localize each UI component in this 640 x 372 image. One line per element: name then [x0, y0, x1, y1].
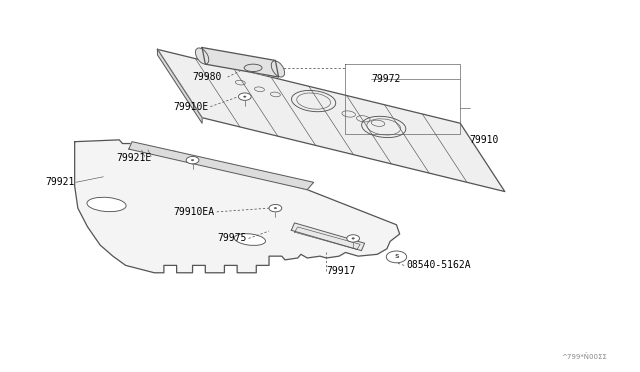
Text: 79921E: 79921E — [116, 153, 151, 163]
Text: 79910EA: 79910EA — [173, 207, 215, 217]
Text: 79910: 79910 — [470, 135, 499, 145]
Text: 79980: 79980 — [192, 72, 221, 82]
Circle shape — [347, 235, 360, 242]
Circle shape — [274, 208, 276, 209]
Text: 08540-5162A: 08540-5162A — [406, 260, 470, 270]
Text: 79917: 79917 — [326, 266, 356, 276]
Text: 79975: 79975 — [218, 233, 246, 243]
Polygon shape — [202, 48, 278, 77]
Text: ^799*Ñ00ΣΣ: ^799*Ñ00ΣΣ — [561, 353, 607, 359]
Ellipse shape — [271, 61, 285, 77]
Circle shape — [244, 96, 246, 97]
Ellipse shape — [234, 234, 266, 246]
Polygon shape — [157, 49, 505, 192]
Text: S: S — [394, 254, 399, 259]
Text: 79910E: 79910E — [173, 102, 209, 112]
Ellipse shape — [195, 48, 209, 64]
Polygon shape — [75, 140, 399, 273]
Polygon shape — [291, 223, 365, 251]
Polygon shape — [129, 142, 314, 190]
Circle shape — [186, 157, 199, 164]
Text: 79921: 79921 — [45, 177, 75, 187]
Ellipse shape — [244, 64, 262, 71]
Circle shape — [191, 160, 194, 161]
Circle shape — [239, 93, 251, 100]
Ellipse shape — [87, 197, 126, 212]
Text: 79972: 79972 — [371, 74, 401, 84]
Polygon shape — [157, 49, 202, 123]
Circle shape — [352, 238, 355, 239]
Circle shape — [269, 205, 282, 212]
